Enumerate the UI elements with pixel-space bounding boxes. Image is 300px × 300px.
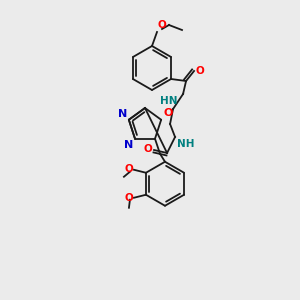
Text: NH: NH [177, 139, 195, 149]
Text: O: O [195, 66, 204, 76]
Text: O: O [163, 108, 172, 118]
Text: O: O [124, 193, 133, 203]
Text: HN: HN [160, 96, 177, 106]
Text: N: N [118, 109, 127, 119]
Text: O: O [124, 164, 133, 174]
Text: N: N [124, 140, 133, 150]
Text: O: O [143, 144, 152, 154]
Text: O: O [158, 20, 167, 30]
